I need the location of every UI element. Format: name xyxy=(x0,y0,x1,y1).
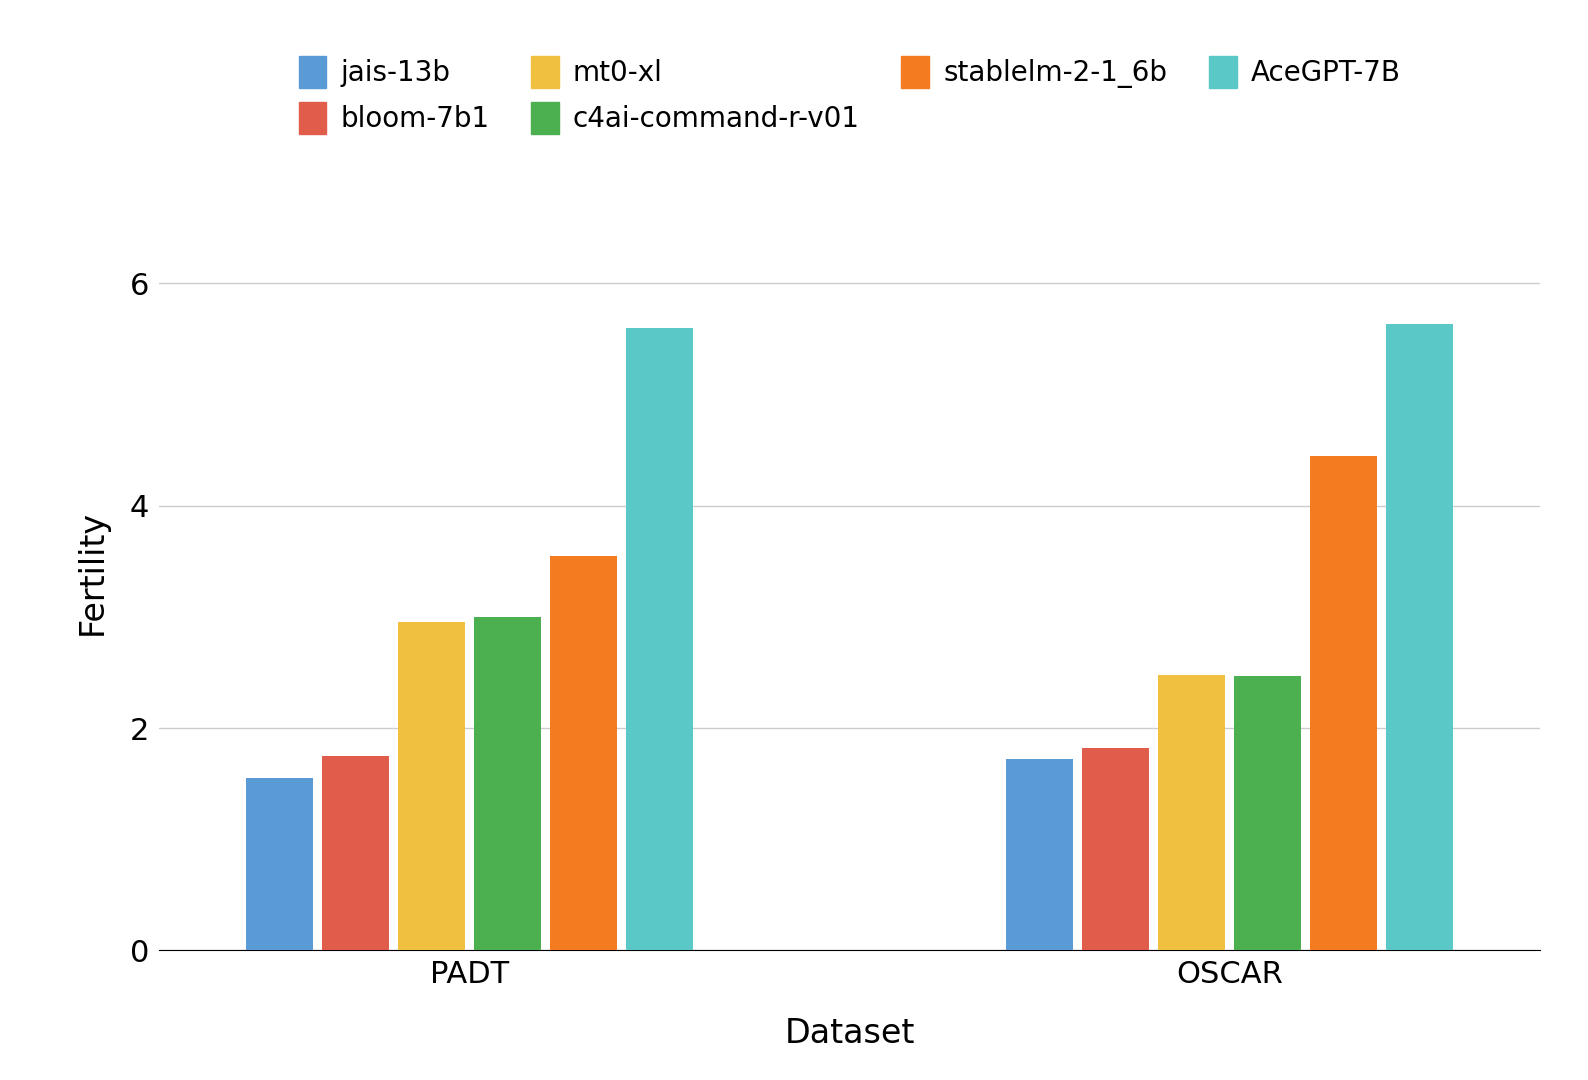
Bar xyxy=(399,622,465,950)
Y-axis label: Fertility: Fertility xyxy=(76,510,110,635)
Bar xyxy=(246,778,313,950)
Bar xyxy=(626,328,692,950)
X-axis label: Dataset: Dataset xyxy=(784,1017,915,1050)
Bar xyxy=(322,756,389,950)
Bar xyxy=(475,617,542,950)
Bar xyxy=(1158,675,1224,950)
Bar xyxy=(1386,324,1453,950)
Bar xyxy=(1007,759,1073,950)
Bar xyxy=(1310,456,1377,950)
Bar xyxy=(1234,676,1301,950)
Bar xyxy=(1081,748,1150,950)
Bar xyxy=(549,556,618,950)
Legend: jais-13b, bloom-7b1, mt0-xl, c4ai-command-r-v01, stablelm-2-1_6b, AceGPT-7B: jais-13b, bloom-7b1, mt0-xl, c4ai-comman… xyxy=(284,42,1415,148)
